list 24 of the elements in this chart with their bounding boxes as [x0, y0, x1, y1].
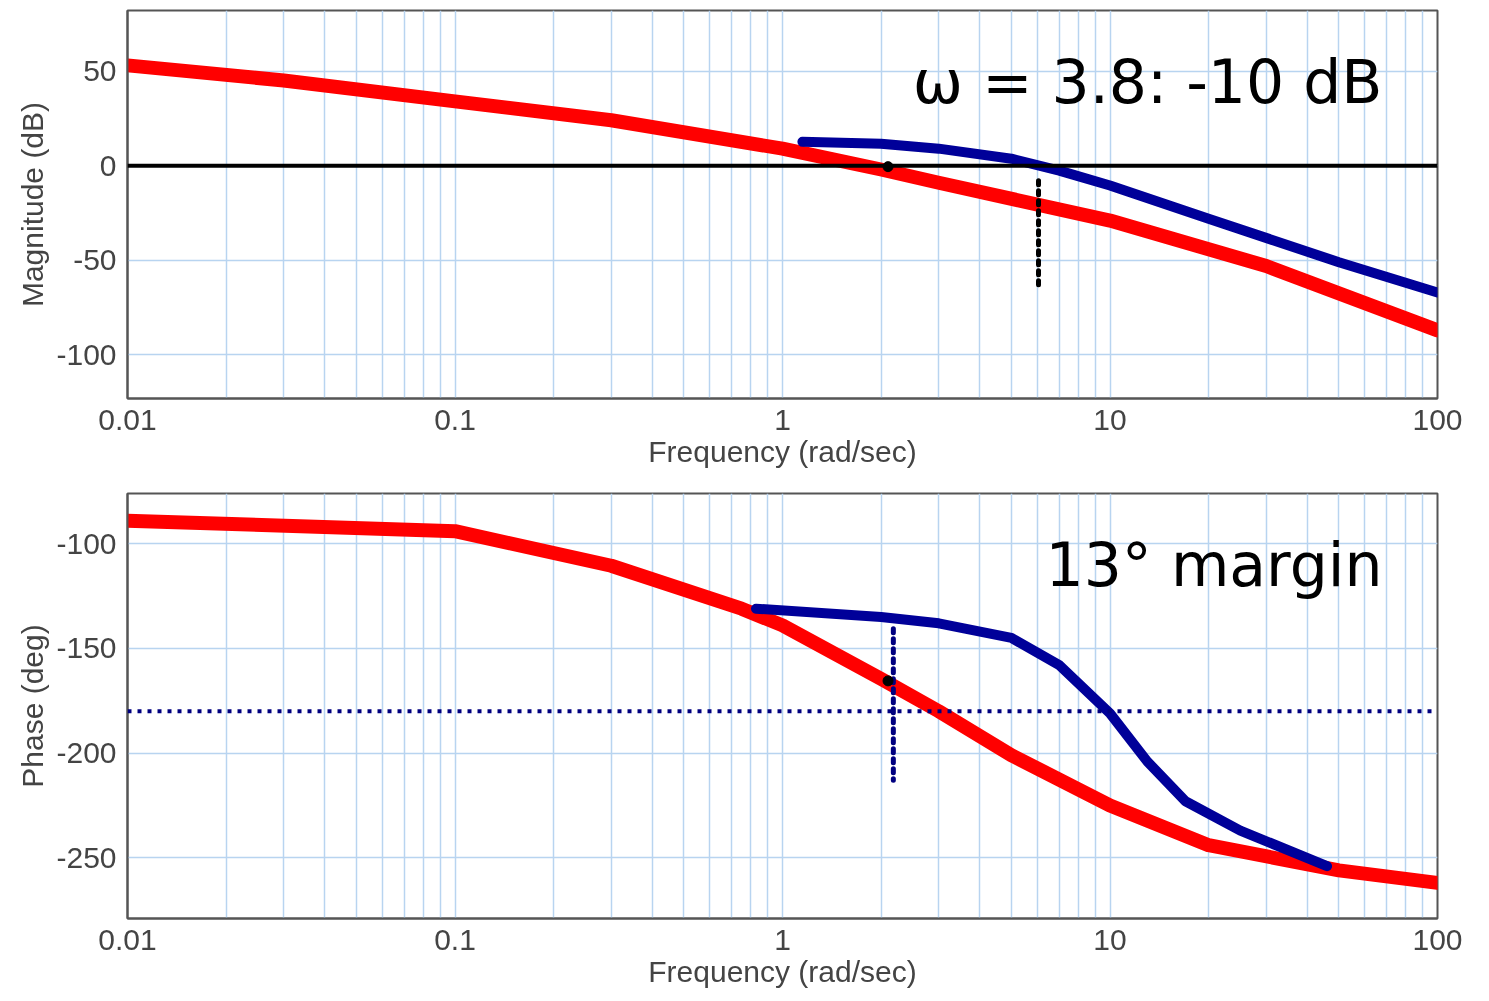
x-tick-label: 100	[1412, 402, 1463, 436]
x-tick-label: 1	[774, 402, 791, 436]
y-tick-label: -200	[56, 736, 117, 770]
y-tick-label: -50	[73, 243, 117, 277]
y-tick-label: -150	[56, 631, 117, 665]
annotation: 13° margin	[1045, 529, 1383, 600]
y-tick-label: 0	[99, 148, 117, 182]
y-axis-title: Phase (deg)	[16, 624, 50, 788]
y-tick-label: 50	[83, 54, 117, 88]
x-tick-label: 10	[1093, 922, 1127, 956]
x-axis-title: Frequency (rad/sec)	[648, 434, 917, 468]
y-tick-label: -100	[56, 526, 117, 560]
x-tick-label: 1	[774, 922, 791, 956]
x-tick-label: 0.01	[98, 922, 157, 956]
annotation: ω = 3.8: -10 dB	[912, 46, 1383, 117]
x-axis-title: Frequency (rad/sec)	[648, 954, 917, 988]
y-axis-title: Magnitude (dB)	[16, 101, 50, 308]
x-tick-label: 100	[1412, 922, 1463, 956]
y-tick-label: -100	[56, 337, 117, 371]
x-tick-label: 0.1	[434, 922, 476, 956]
x-tick-label: 0.01	[98, 402, 157, 436]
x-tick-label: 0.1	[434, 402, 476, 436]
y-tick-label: -250	[56, 840, 117, 874]
x-tick-label: 10	[1093, 402, 1127, 436]
